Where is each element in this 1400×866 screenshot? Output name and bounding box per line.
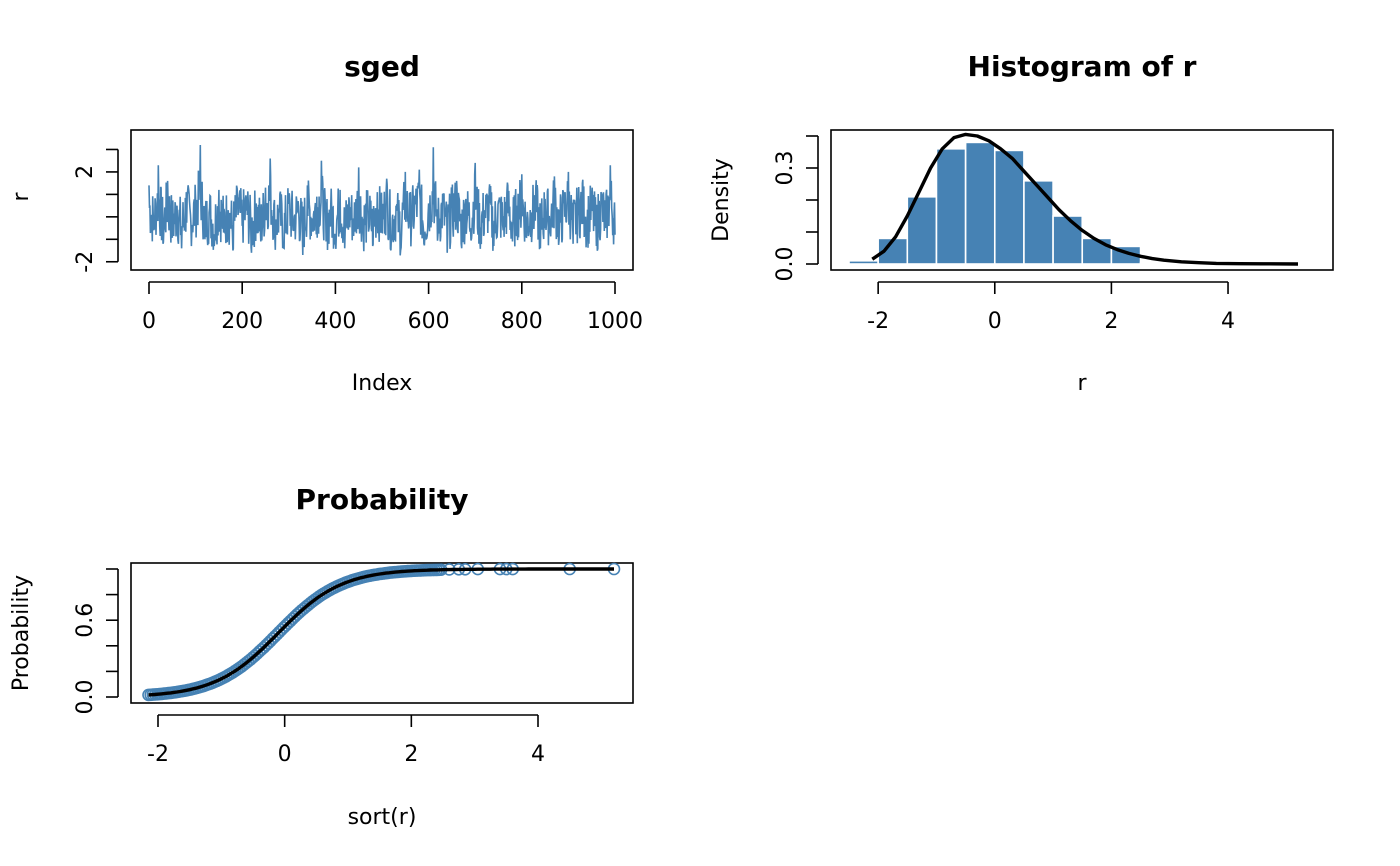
probability-point <box>261 636 275 650</box>
cdf-line <box>148 567 614 697</box>
x-axis-sged: 0 200 400 600 800 1000 <box>142 281 643 334</box>
histogram-bars <box>848 141 1171 265</box>
probability-point <box>250 647 264 661</box>
series-line-sged <box>148 144 616 256</box>
plot-frame-histogram <box>830 129 1334 271</box>
probability-point <box>268 630 282 643</box>
y-tick-label: 2 <box>73 165 98 179</box>
y-axis-histogram: 0.0 0.3 <box>773 135 819 282</box>
x-tick-label: 0 <box>142 309 156 334</box>
y-tick-label: -2 <box>73 251 98 273</box>
probability-point <box>277 621 291 634</box>
probability-point <box>257 641 271 654</box>
probability-point <box>275 623 288 637</box>
histogram-bar <box>1023 180 1054 265</box>
ylabel-probability: Probability <box>9 575 34 691</box>
probability-point <box>279 619 293 632</box>
probability-point <box>259 638 273 652</box>
probability-curve <box>148 567 614 697</box>
title-histogram: Histogram of r <box>968 50 1197 83</box>
x-tick-label: 2 <box>1104 309 1118 334</box>
panel-histogram: Histogram of r -2 0 2 4 0.0 0.3 r Density <box>709 50 1334 396</box>
x-tick-label: 4 <box>531 742 545 767</box>
density-line <box>871 132 1299 266</box>
x-tick-label: 800 <box>501 309 543 334</box>
x-tick-label: 1000 <box>587 309 643 334</box>
histogram-bar <box>1081 237 1113 265</box>
x-tick-label: 2 <box>404 742 418 767</box>
ylabel-histogram: Density <box>709 158 734 242</box>
x-axis-probability: -2 0 2 4 <box>147 714 545 767</box>
xlabel-histogram: r <box>1077 371 1087 396</box>
title-sged: sged <box>344 50 420 83</box>
probability-point <box>272 625 286 639</box>
probability-point <box>264 634 277 648</box>
x-tick-label: 200 <box>221 309 263 334</box>
y-tick-label: 0.3 <box>773 151 798 186</box>
panel-probability: Probability -2 0 2 4 0.0 0.6 sort(r) Probabi… <box>9 483 634 830</box>
probability-point <box>252 645 266 658</box>
plot-frame-probability <box>130 562 634 704</box>
x-tick-label: 0 <box>988 309 1002 334</box>
title-probability: Probability <box>296 483 469 516</box>
y-tick-label: 0.0 <box>73 680 98 715</box>
histogram-bar <box>935 148 967 265</box>
histogram-bar <box>1139 261 1171 265</box>
histogram-bar <box>964 141 996 265</box>
probability-point <box>255 643 268 656</box>
x-tick-label: 400 <box>314 309 356 334</box>
y-tick-label: 0.0 <box>773 247 798 282</box>
y-tick-label: 0.6 <box>73 603 98 638</box>
histogram-bar <box>1052 215 1084 265</box>
density-curve <box>871 132 1299 266</box>
series-polyline <box>148 144 616 256</box>
x-tick-label: 600 <box>408 309 450 334</box>
probability-point <box>284 614 297 628</box>
y-axis-sged: -2 2 <box>73 148 119 273</box>
x-tick-label: -2 <box>147 742 169 767</box>
x-tick-label: -2 <box>867 309 889 334</box>
ylabel-sged: r <box>9 192 34 202</box>
plot-frame-sged <box>130 129 634 271</box>
xlabel-probability: sort(r) <box>348 805 417 830</box>
histogram-bar <box>848 259 879 265</box>
probability-point <box>270 627 284 641</box>
x-tick-label: 4 <box>1221 309 1235 334</box>
panel-sged: sged 0 200 400 600 800 1000 -2 2 Index r <box>9 50 643 396</box>
x-tick-label: 0 <box>278 742 292 767</box>
probability-point <box>281 616 295 630</box>
x-axis-histogram: -2 0 2 4 <box>867 281 1235 334</box>
y-axis-probability: 0.0 0.6 <box>73 568 119 715</box>
probability-point <box>266 632 279 646</box>
xlabel-sged: Index <box>352 371 413 396</box>
probability-points <box>142 562 621 702</box>
